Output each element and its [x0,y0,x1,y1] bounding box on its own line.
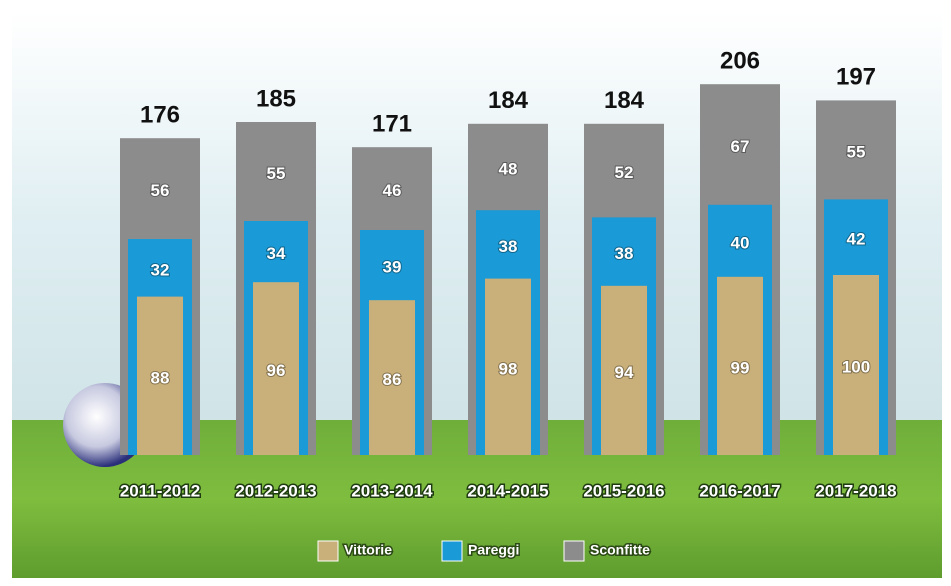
x-tick-label: 2015-2016 [583,481,664,500]
x-tick-label: 2014-2015 [467,481,548,500]
legend-label: Sconfitte [590,542,650,558]
total-label: 184 [488,87,529,114]
x-tick-label: 2016-2017 [699,481,780,500]
segment-label: 100 [842,357,870,376]
segment-label: 38 [499,237,518,256]
total-label: 185 [256,85,296,112]
x-tick-label: 2011-2012 [120,481,200,500]
legend-label: Vittorie [344,542,392,558]
segment-label: 42 [847,230,866,249]
segment-label: 40 [731,233,750,252]
total-label: 197 [836,64,876,91]
legend-swatch [441,540,463,562]
bar-segment [253,282,299,455]
legend-swatch [563,540,585,562]
segment-label: 46 [383,181,402,200]
total-label: 171 [372,111,412,138]
bar-segment [369,300,415,455]
legend-label: Pareggi [468,542,519,558]
segment-label: 32 [151,260,170,279]
legend-swatch [317,540,339,562]
bar-segment [717,276,763,455]
segment-label: 86 [383,370,402,389]
segment-label: 55 [267,164,286,183]
segment-label: 99 [731,358,750,377]
total-label: 176 [140,102,180,129]
segment-label: 94 [615,363,634,382]
segment-label: 52 [615,163,634,182]
total-label: 184 [604,87,645,114]
x-tick-label: 2012-2013 [235,481,316,500]
bar-segment [833,275,879,455]
x-tick-label: 2017-2018 [815,481,896,500]
bar-segment [601,285,647,455]
segment-label: 56 [151,181,170,200]
segment-label: 55 [847,142,866,161]
total-label: 206 [720,48,760,75]
segment-label: 48 [499,159,518,178]
segment-label: 88 [151,368,170,387]
bar-segment [137,296,183,455]
segment-label: 39 [383,258,402,277]
bar-segment [485,278,531,455]
x-tick-label: 2013-2014 [351,481,433,500]
segment-label: 38 [615,244,634,263]
segment-label: 67 [731,137,750,156]
segment-label: 96 [267,361,286,380]
segment-label: 98 [499,359,518,378]
segment-label: 34 [267,244,286,263]
